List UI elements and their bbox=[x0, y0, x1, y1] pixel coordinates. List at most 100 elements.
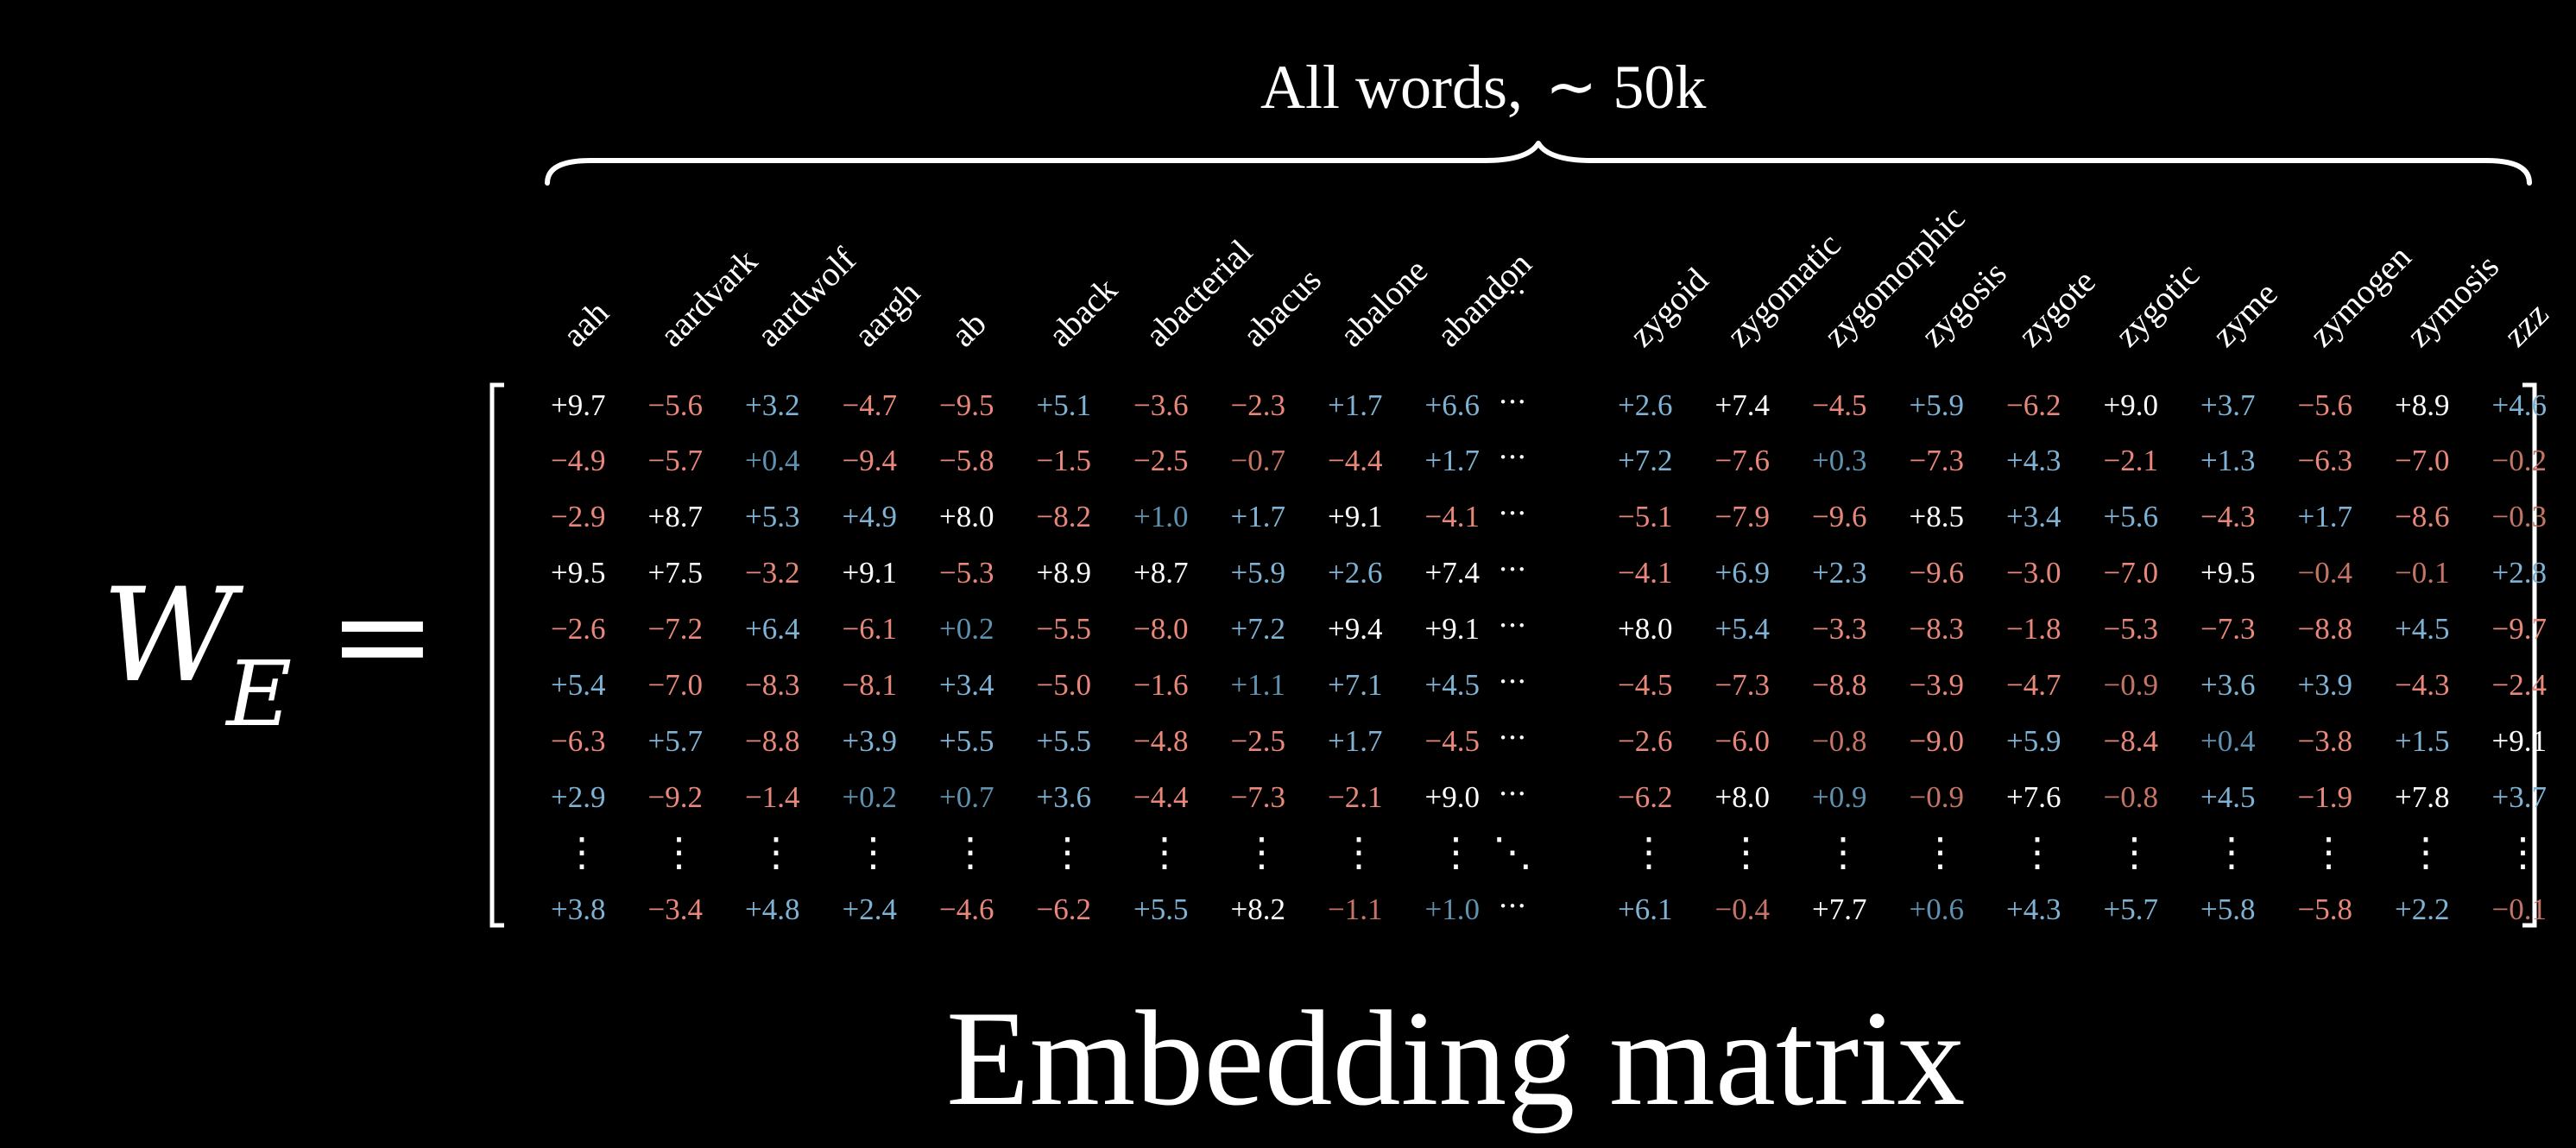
matrix-cell: +6.1 bbox=[1618, 893, 1673, 926]
matrix-cell: +5.1 bbox=[1037, 388, 1092, 422]
matrix-cell: −0.7 bbox=[1231, 444, 1286, 477]
matrix-cell: +8.9 bbox=[1037, 556, 1092, 590]
matrix-row: +3.8 −3.4 +4.8 +2.4 −4.6 −6.2 +5.5 +8.2 −1.1 +1.0… bbox=[551, 889, 2547, 926]
matrix-cell: −7.2 bbox=[648, 612, 704, 646]
matrix-cell: +7.2 bbox=[1618, 444, 1673, 477]
diagonal-ellipsis: ⋱ bbox=[1493, 829, 1532, 875]
matrix-cell: −4.7 bbox=[2006, 668, 2061, 702]
matrix-cell: −2.5 bbox=[1231, 724, 1286, 758]
matrix-cell: −5.7 bbox=[648, 444, 704, 477]
column-label: aardwolf bbox=[749, 240, 864, 355]
column-label: ab bbox=[944, 304, 994, 355]
matrix-cell: +8.9 bbox=[2395, 388, 2450, 422]
vertical-ellipsis: ⋮ bbox=[1436, 829, 1476, 875]
matrix-cell: −8.2 bbox=[1037, 500, 1092, 533]
matrix-cell: +8.7 bbox=[648, 500, 704, 533]
matrix-cell: +0.4 bbox=[2200, 724, 2256, 758]
row-ellipsis: ··· bbox=[1499, 496, 1526, 531]
header-text: All words, bbox=[1260, 53, 1523, 122]
matrix-cell: −0.2 bbox=[2492, 444, 2548, 477]
matrix-cell: +7.4 bbox=[1715, 388, 1771, 422]
column-label: abacterial bbox=[1138, 232, 1260, 355]
column-label: zymogen bbox=[2301, 237, 2418, 354]
matrix-cell: +0.7 bbox=[939, 780, 994, 814]
matrix-cell: −2.3 bbox=[1231, 388, 1286, 422]
matrix-cell: −7.9 bbox=[1715, 500, 1771, 533]
matrix-brackets bbox=[489, 382, 2537, 928]
matrix-cell: +1.7 bbox=[1425, 444, 1481, 477]
matrix-cell: −7.3 bbox=[2200, 612, 2256, 646]
matrix-cell: +1.7 bbox=[1328, 388, 1383, 422]
symbol-w: W bbox=[102, 561, 236, 711]
matrix-cell: −6.3 bbox=[2298, 444, 2353, 477]
matrix-cell: −0.4 bbox=[2298, 556, 2353, 590]
matrix-cell: −1.9 bbox=[2298, 780, 2353, 814]
matrix-cell: +1.5 bbox=[2395, 724, 2450, 758]
matrix-cell: −3.2 bbox=[745, 556, 800, 590]
matrix-cell: +5.9 bbox=[1231, 556, 1286, 590]
row-ellipsis: ··· bbox=[1499, 552, 1526, 587]
matrix-cell: +3.7 bbox=[2200, 388, 2256, 422]
matrix-cell: −2.6 bbox=[1618, 724, 1673, 758]
matrix-cell: −3.4 bbox=[648, 893, 704, 926]
matrix-cell: −1.8 bbox=[2006, 612, 2061, 646]
matrix-cell: −4.1 bbox=[1618, 556, 1673, 590]
row-ellipsis: ··· bbox=[1499, 721, 1526, 755]
matrix-row: +9.7 −5.6 +3.2 −4.7 −9.5 +5.1 −3.6 −2.3 +1.7 +6.6… bbox=[551, 385, 2547, 422]
matrix-cell: −0.4 bbox=[1715, 893, 1771, 926]
matrix-row: −6.3 +5.7 −8.8 +3.9 +5.5 +5.5 −4.8 −2.5 +1.7 −4.5… bbox=[551, 721, 2547, 758]
matrix-cell: +7.2 bbox=[1231, 612, 1286, 646]
matrix-cell: +1.7 bbox=[1231, 500, 1286, 533]
matrix-cell: −5.6 bbox=[2298, 388, 2353, 422]
matrix-cell: +9.1 bbox=[843, 556, 898, 590]
row-ellipsis: ··· bbox=[1499, 609, 1526, 643]
matrix-cell: +0.6 bbox=[1910, 893, 1965, 926]
matrix-cell: +4.8 bbox=[745, 893, 800, 926]
matrix-cell: +8.7 bbox=[1133, 556, 1189, 590]
matrix-cell: −6.2 bbox=[2006, 388, 2061, 422]
matrix-cell: +4.5 bbox=[2395, 612, 2450, 646]
matrix-cell: −9.6 bbox=[1910, 556, 1965, 590]
vertical-ellipsis: ⋮ bbox=[1145, 829, 1184, 875]
vertical-ellipsis: ⋮ bbox=[1629, 829, 1669, 875]
matrix-cell: −9.4 bbox=[843, 444, 898, 477]
matrix-cell: −6.2 bbox=[1037, 893, 1092, 926]
matrix-cell: −9.7 bbox=[2492, 612, 2548, 646]
matrix-cell: −7.0 bbox=[2395, 444, 2450, 477]
vertical-ellipsis: ⋮ bbox=[1823, 829, 1863, 875]
matrix-cell: +4.6 bbox=[2492, 388, 2548, 422]
matrix-cell: +9.1 bbox=[1425, 612, 1481, 646]
row-ellipsis: ··· bbox=[1499, 385, 1526, 419]
vertical-ellipsis: ⋮ bbox=[562, 829, 602, 875]
matrix-cell: +9.1 bbox=[2492, 724, 2548, 758]
matrix-cell: +0.2 bbox=[939, 612, 994, 646]
matrix-cell: +3.8 bbox=[551, 893, 606, 926]
matrix-cell: −0.3 bbox=[2492, 500, 2548, 533]
equals-sign: = bbox=[328, 561, 437, 711]
matrix-cell: +0.2 bbox=[843, 780, 898, 814]
matrix-cell: +2.6 bbox=[1618, 388, 1673, 422]
matrix-cell: +6.4 bbox=[745, 612, 800, 646]
matrix-cell: +5.8 bbox=[2200, 893, 2256, 926]
matrix-cell: +8.5 bbox=[1910, 500, 1965, 533]
column-label: aardvark bbox=[652, 242, 765, 355]
matrix-cell: +1.7 bbox=[1328, 724, 1383, 758]
matrix-cell: −7.3 bbox=[1910, 444, 1965, 477]
column-label: abacus bbox=[1234, 261, 1329, 355]
matrix-cell: +2.9 bbox=[551, 780, 606, 814]
vertical-ellipsis: ⋮ bbox=[1339, 829, 1379, 875]
matrix-cell: −5.5 bbox=[1037, 612, 1092, 646]
matrix-cell: −6.0 bbox=[1715, 724, 1771, 758]
matrix-cell: +2.4 bbox=[843, 893, 898, 926]
column-label: zygoid bbox=[1622, 261, 1716, 355]
matrix-cell: +0.9 bbox=[1812, 780, 1867, 814]
vertical-ellipsis-row: ⋮ ⋮ ⋮ ⋮ ⋮ ⋮ ⋮ ⋮ ⋮ ⋮ ⋮ ⋮ ⋮ ⋮ ⋮ ⋮ ⋮ ⋮ ⋮ ⋮ ⋱ bbox=[562, 829, 2543, 875]
matrix-cell: −2.1 bbox=[2104, 444, 2159, 477]
matrix-cell: −8.6 bbox=[2395, 500, 2450, 533]
column-label: zzz bbox=[2496, 294, 2555, 354]
matrix-cell: +5.3 bbox=[745, 500, 800, 533]
matrix-cell: −0.8 bbox=[1812, 724, 1867, 758]
matrix-cell: +9.0 bbox=[1425, 780, 1481, 814]
matrix-row: +5.4 −7.0 −8.3 −8.1 +3.4 −5.0 −1.6 +1.1 +7.1 +4.5… bbox=[551, 665, 2547, 702]
